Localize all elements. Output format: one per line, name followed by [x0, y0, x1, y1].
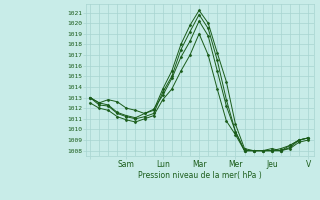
X-axis label: Pression niveau de la mer( hPa ): Pression niveau de la mer( hPa )	[138, 171, 262, 180]
